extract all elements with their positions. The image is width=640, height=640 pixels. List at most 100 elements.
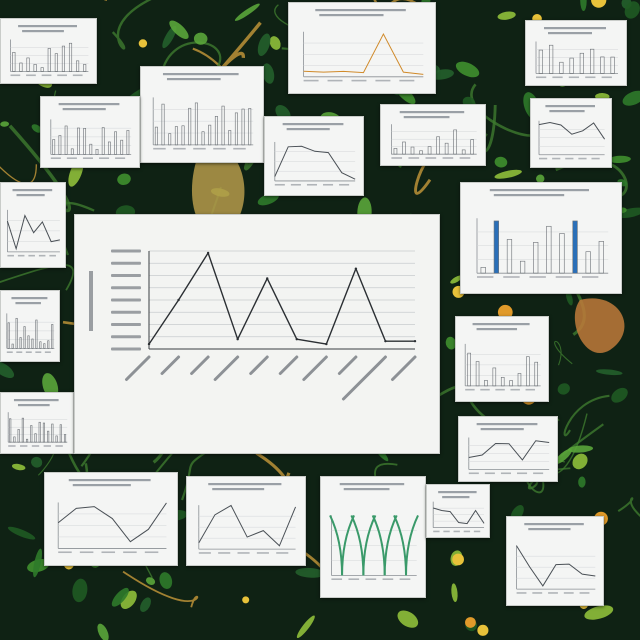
leaf — [117, 173, 131, 185]
thumbnail-tick-label — [443, 530, 450, 533]
thumbnail-bar — [68, 42, 73, 72]
thumbnail-tick-label — [10, 74, 21, 77]
thumbnail-bar — [461, 149, 466, 155]
thumbnail-tick-label — [35, 351, 42, 353]
thumbnail-tick-label — [123, 551, 137, 554]
main-x-tick-label — [249, 355, 269, 375]
main-data-point — [325, 342, 328, 346]
thumbnail-tick-label — [274, 183, 285, 186]
thumbnail-bar — [526, 356, 530, 387]
vine — [470, 83, 536, 137]
fruit — [138, 39, 148, 48]
thumbnail-chart-card — [506, 516, 604, 606]
thumbnail-bar — [534, 361, 539, 387]
thumbnail-bar — [419, 150, 423, 155]
thumbnail-chart-card — [0, 182, 66, 268]
thumbnail-bar — [126, 130, 130, 155]
main-x-tick-label — [160, 355, 181, 375]
main-data-point — [384, 339, 387, 343]
thumbnail-title-bar — [62, 108, 106, 111]
thumbnail-tick-label — [585, 76, 596, 79]
thumbnail-chart-card — [0, 290, 60, 362]
leaf — [580, 0, 587, 12]
thumbnail-chart — [538, 105, 606, 160]
thumbnail-bar — [107, 141, 111, 155]
thumbnail-bar — [33, 64, 37, 72]
thumbnail-bar — [15, 317, 18, 349]
thumbnail-bar — [27, 335, 30, 349]
leaf — [595, 369, 623, 376]
thumbnail-tick-label — [43, 445, 52, 447]
leaf — [567, 445, 594, 453]
thumbnail-chart — [432, 491, 485, 533]
thumbnail-tick-label — [57, 74, 67, 77]
thumbnail-bar — [436, 136, 440, 155]
thumbnail-tick-label — [7, 254, 14, 257]
thumbnail-chart — [464, 323, 541, 391]
thumbnail-title-bar — [476, 423, 538, 426]
thumbnail-bar — [610, 56, 615, 74]
thumbnail-title-bar — [11, 297, 48, 300]
thumbnail-title-bar — [68, 479, 151, 482]
main-x-tick-label — [341, 355, 387, 401]
main-x-tick-label — [190, 355, 210, 375]
leaf — [450, 275, 463, 284]
thumbnail-bar — [194, 102, 198, 146]
thumbnail-tick-label — [399, 578, 411, 580]
leaf — [169, 20, 189, 40]
thumbnail-chart — [10, 25, 89, 77]
thumbnail-bar — [549, 44, 554, 74]
thumbnail-tick-label — [382, 578, 394, 580]
thumbnail-bar — [59, 424, 62, 443]
thumbnail-tick-label — [477, 276, 494, 278]
thumbnail-title-bar — [489, 189, 589, 192]
thumbnail-bar — [188, 107, 192, 146]
thumbnail-bar — [95, 148, 99, 155]
thumbnail-bar — [21, 417, 24, 443]
leaf — [455, 61, 480, 78]
thumbnail-title-bar — [442, 496, 470, 499]
leaf — [494, 169, 522, 179]
thumbnail-tick-label — [82, 157, 93, 159]
thumbnail-tick-label — [144, 551, 159, 554]
thumbnail-line — [516, 545, 596, 587]
thumbnail-tick-label — [525, 388, 535, 391]
leaf — [578, 476, 586, 488]
thumbnail-title-bar — [480, 428, 524, 431]
thumbnail-tick-label — [25, 351, 32, 353]
thumbnail-bar — [89, 143, 93, 155]
leaf — [296, 615, 315, 639]
thumbnail-tick-label — [468, 472, 479, 475]
main-y-tick-label — [111, 310, 141, 314]
thumbnail-title-bar — [548, 32, 592, 35]
thumbnail-tick-label — [529, 276, 546, 278]
thumbnail-tick-label — [375, 79, 391, 82]
thumbnail-bar — [38, 421, 41, 443]
main-line-chart — [89, 249, 417, 401]
thumbnail-bar — [101, 127, 105, 155]
leaf — [572, 453, 588, 470]
thumbnail-tick-label — [552, 76, 563, 79]
thumbnail-tick-label — [500, 472, 511, 475]
thumbnail-bar — [47, 340, 50, 349]
thumbnail-tick-label — [391, 157, 403, 159]
thumbnail-bar — [83, 128, 87, 155]
thumbnail-tick-label — [465, 388, 475, 391]
fruit — [477, 624, 489, 636]
thumbnail-title-bar — [212, 488, 265, 491]
thumbnail-bar — [58, 135, 62, 155]
thumbnail-bar — [31, 338, 34, 349]
main-chart-card — [74, 214, 440, 454]
thumbnail-tick-label — [339, 183, 350, 186]
thumbnail-title-bar — [16, 194, 45, 197]
main-data-point — [236, 338, 239, 341]
thumbnail-line — [468, 440, 550, 461]
thumbnail-title-bar — [282, 123, 344, 126]
thumbnail-bar — [51, 423, 54, 443]
thumbnail-chart-card — [264, 116, 364, 196]
thumbnail-bar — [201, 131, 205, 146]
leaf — [140, 597, 151, 613]
thumbnail-line — [198, 504, 297, 547]
thumbnail-bar — [34, 433, 37, 443]
thumbnail-chart — [152, 73, 254, 150]
